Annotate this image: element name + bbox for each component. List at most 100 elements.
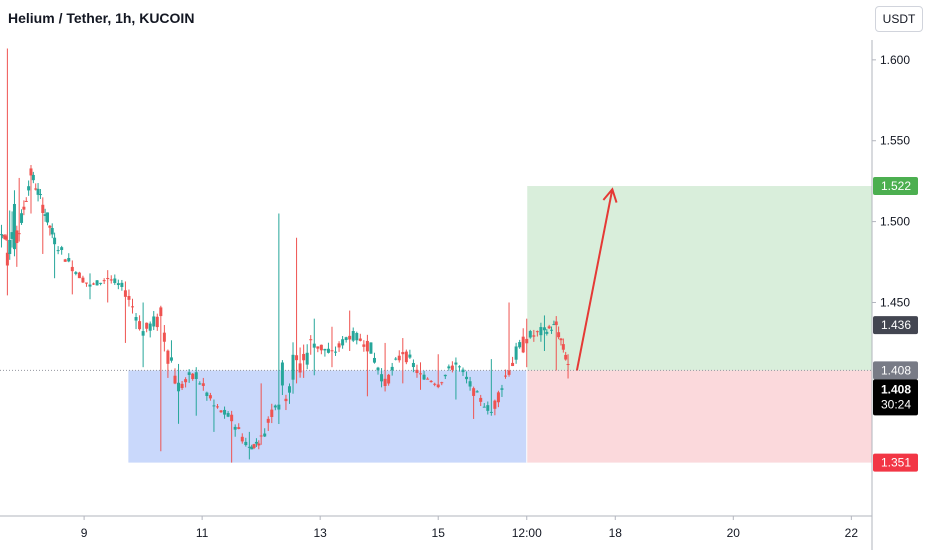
price-label-1-522-bg: [873, 177, 918, 196]
candle-body: [450, 365, 454, 370]
candle-body: [38, 194, 42, 196]
candle-body: [422, 374, 426, 380]
candle-body: [95, 280, 99, 286]
candle-body: [159, 307, 163, 317]
candle-body: [323, 348, 327, 351]
candle-body: [411, 362, 415, 368]
candle-body: [162, 332, 166, 342]
candle-body: [270, 409, 274, 417]
candle-body: [561, 344, 565, 350]
price-label-1-351: 1.351: [881, 456, 911, 470]
candle-body: [266, 418, 270, 423]
candle-body: [351, 331, 355, 341]
candle-body: [535, 331, 539, 333]
candle-body: [191, 373, 195, 380]
candle-body: [263, 433, 267, 437]
candle-body: [127, 295, 131, 300]
candle-body: [312, 343, 316, 348]
candle-body: [244, 441, 248, 446]
candle-body: [252, 444, 256, 448]
time-tick-label: 18: [609, 526, 623, 540]
candle-body: [319, 344, 323, 351]
candle-body: [507, 370, 511, 375]
time-tick-label: 13: [313, 526, 327, 540]
candle-body: [376, 367, 380, 371]
candle-body: [48, 225, 52, 228]
candle-body: [152, 316, 156, 327]
candle-body: [92, 283, 96, 285]
candle-body: [532, 335, 536, 337]
candle-body: [387, 374, 391, 384]
projection-arrow-line: [575, 189, 614, 371]
candle-body: [518, 342, 522, 348]
candle-body: [496, 392, 500, 403]
candle-body: [547, 326, 551, 329]
candle-body: [440, 382, 444, 384]
candle-body: [198, 383, 202, 385]
candle-body: [521, 336, 525, 353]
candle-body: [173, 375, 177, 384]
candle-body: [22, 206, 26, 210]
candle-body: [550, 329, 554, 331]
candle-body: [84, 282, 88, 284]
time-tick-label: 20: [727, 526, 741, 540]
candle-body: [31, 174, 35, 181]
currency-button[interactable]: USDT: [875, 6, 923, 32]
candle-body: [34, 188, 38, 190]
candle-body: [56, 250, 60, 252]
chart-title: Helium / Tether, 1h, KUCOIN: [8, 10, 195, 26]
candle-body: [295, 355, 299, 361]
candle-body: [365, 340, 369, 352]
candle-body: [60, 247, 64, 251]
candle-body: [503, 375, 507, 377]
candle-body: [465, 376, 469, 380]
candle-body: [554, 321, 558, 326]
candle-body: [233, 426, 237, 430]
candle-body: [0, 234, 3, 236]
price-label-1-351-bg: [873, 453, 918, 472]
candle-body: [280, 362, 284, 386]
candle-body: [123, 290, 127, 297]
candle-body: [184, 379, 188, 383]
candle-body: [489, 411, 493, 413]
candle-body: [240, 436, 244, 442]
candle-body: [542, 327, 546, 331]
price-label-1-436-bg: [873, 316, 918, 335]
candle-body: [113, 278, 117, 284]
time-tick-label: 9: [81, 526, 88, 540]
candle-body: [237, 427, 241, 429]
candle-body: [557, 332, 561, 338]
candle-body: [401, 352, 405, 355]
candle-body: [429, 380, 433, 383]
candle-body: [50, 227, 54, 235]
candle-body: [53, 237, 57, 245]
candle-body: [212, 405, 216, 407]
price-tick-label: 1.600: [880, 53, 910, 67]
candle-body: [169, 357, 173, 361]
candle-body: [305, 352, 309, 365]
support-zone: [128, 370, 527, 463]
candle-body: [525, 338, 529, 344]
candle-body: [291, 354, 295, 380]
candle-body: [415, 369, 419, 374]
candle-body: [109, 279, 113, 281]
candle-body: [355, 332, 359, 341]
candles: [0, 48, 570, 463]
candle-body: [461, 369, 465, 373]
price-tick-label: 1.550: [880, 134, 910, 148]
candle-body: [539, 327, 543, 336]
time-tick-label: 11: [196, 526, 209, 540]
candle-body: [187, 372, 191, 375]
candle-body: [145, 322, 149, 329]
countdown-label: 30:24: [881, 397, 911, 411]
candle-body: [475, 391, 479, 393]
candle-body: [10, 232, 14, 239]
candle-body: [116, 283, 120, 286]
candle-body: [5, 252, 9, 266]
candle-body: [404, 351, 408, 363]
candle-body: [472, 388, 476, 396]
candle-body: [552, 324, 556, 326]
candle-body: [337, 343, 341, 348]
